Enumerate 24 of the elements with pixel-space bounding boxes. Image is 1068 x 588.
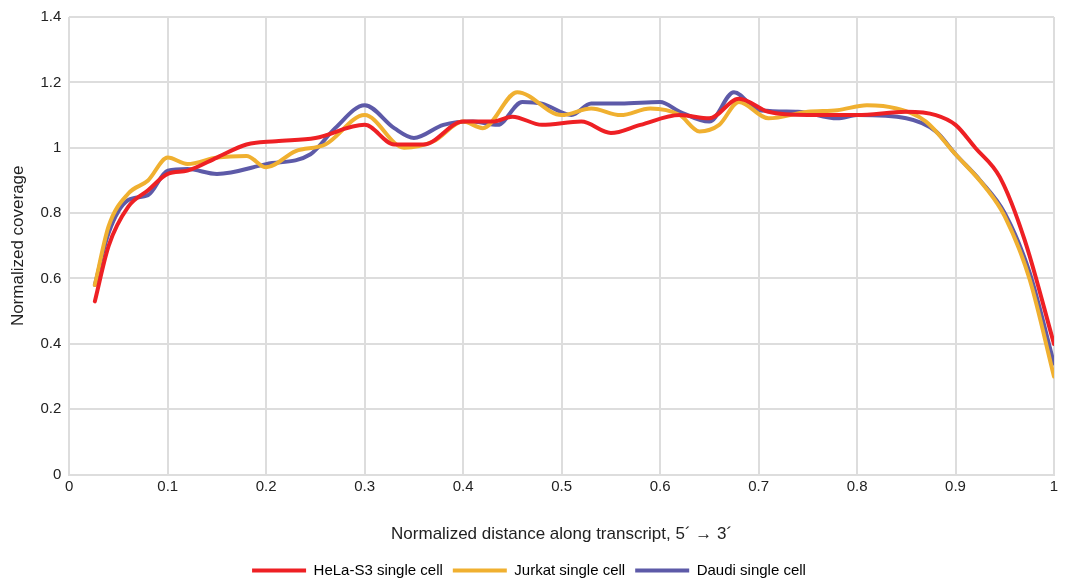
x-axis-title: Normalized distance along transcript, 5´ → 3´	[391, 524, 733, 544]
y-tick-label: 0.2	[40, 399, 62, 417]
y-tick-label: 0.4	[40, 334, 62, 351]
legend-label: Daudi single cell	[696, 560, 806, 578]
x-tick-label: 0	[65, 476, 74, 494]
legend-label: Jurkat single cell	[514, 560, 626, 578]
x-tick-label: 0.3	[354, 476, 376, 494]
x-tick-label: 0.6	[649, 476, 671, 494]
y-tick-label: 0.6	[40, 268, 62, 286]
x-tick-label: 0.7	[748, 476, 770, 494]
x-tick-label: 0.5	[551, 476, 573, 494]
y-tick-label: 1.2	[40, 72, 62, 90]
y-tick-label: 1.4	[40, 7, 62, 25]
x-tick-label: 0.1	[157, 476, 179, 494]
x-tick-label: 0.4	[452, 476, 474, 494]
legend-label: HeLa-S3 single cell	[313, 560, 443, 578]
x-tick-label: 1	[1049, 476, 1059, 494]
y-tick-label: 0	[52, 464, 62, 482]
y-tick-label: 1	[52, 137, 62, 155]
x-tick-label: 0.8	[846, 476, 868, 494]
x-tick-label: 0.9	[945, 476, 966, 494]
y-axis-title: Normalized coverage	[7, 165, 27, 327]
y-tick-label: 0.8	[40, 203, 62, 221]
x-tick-label: 0.2	[255, 476, 277, 494]
